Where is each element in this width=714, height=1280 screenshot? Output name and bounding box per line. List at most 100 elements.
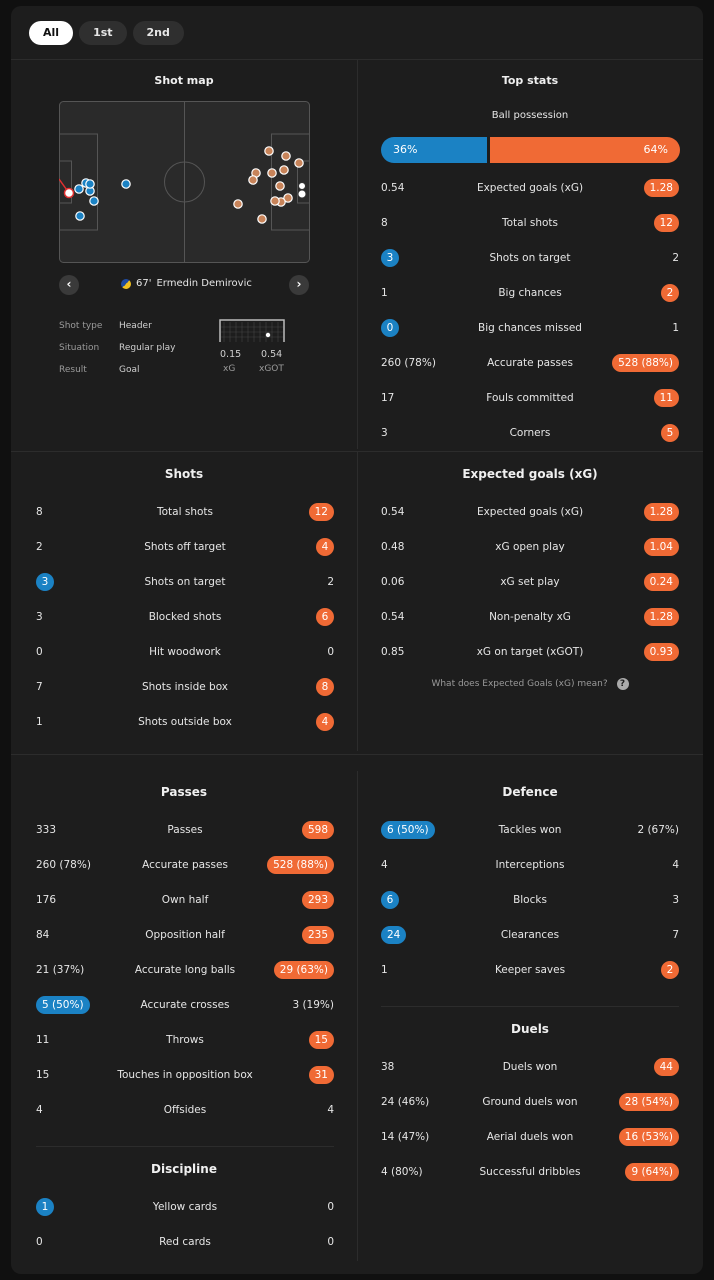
stat-away-value: 0 (327, 646, 334, 658)
stat-label: xG set play (500, 576, 560, 588)
stat-label: Shots on target (144, 576, 226, 588)
stat-home-value: 14 (47%) (381, 1131, 430, 1143)
tab-1st[interactable]: 1st (79, 21, 127, 45)
stat-row: Duels won 38 44 (381, 1057, 679, 1077)
home-goal-ball-icon (63, 187, 75, 199)
away-shot-dots (233, 146, 304, 224)
stat-label: Total shots (502, 217, 558, 229)
stat-home-value: 15 (36, 1069, 50, 1081)
next-shot-button[interactable]: › (289, 275, 309, 295)
stat-away-value: 4 (316, 538, 334, 556)
possession-away: 64% (490, 137, 680, 163)
stat-home-value: 3 (381, 427, 388, 439)
stat-label: Clearances (500, 929, 560, 941)
shot-map-pitch[interactable] (59, 101, 310, 263)
stat-label: Ground duels won (482, 1096, 578, 1108)
stat-label: xG open play (495, 541, 565, 553)
match-stats-panel: All 1st 2nd Shot map (11, 6, 703, 1274)
stat-row: Aerial duels won 14 (47%) 16 (53%) (381, 1127, 679, 1147)
stat-away-value: 2 (672, 252, 679, 264)
stat-label: Offsides (163, 1104, 207, 1116)
stat-home-value: 0.54 (381, 182, 405, 194)
tab-all[interactable]: All (29, 21, 74, 45)
stat-home-value: 0 (36, 646, 43, 658)
stat-home-value: 333 (36, 824, 57, 836)
stat-home-value: 8 (36, 506, 43, 518)
stat-home-value: 3 (381, 249, 399, 267)
divider (357, 59, 358, 449)
stat-label: Shots inside box (141, 681, 229, 693)
stat-home-value: 0.54 (381, 506, 405, 518)
stat-away-value: 1.28 (643, 503, 679, 521)
stat-label: Corners (509, 427, 551, 439)
stat-home-value: 84 (36, 929, 50, 941)
stat-row: Clearances 24 7 (381, 925, 679, 945)
stat-row: Accurate passes 260 (78%) 528 (88%) (381, 353, 679, 373)
stat-row: Yellow cards 1 0 (36, 1197, 334, 1217)
stat-label: Yellow cards (152, 1201, 218, 1213)
stat-label: Big chances missed (478, 322, 582, 334)
stat-away-value: 1.28 (643, 179, 679, 197)
stat-home-value: 8 (381, 217, 388, 229)
stat-away-value: 28 (54%) (618, 1093, 679, 1111)
stat-away-value: 16 (53%) (618, 1128, 679, 1146)
stat-label: Successful dribbles (479, 1166, 581, 1178)
possession-label: Ball possession (491, 110, 569, 121)
stat-row: Shots on target 3 2 (381, 248, 679, 268)
goal-frame-icon (219, 319, 285, 342)
stat-home-value: 176 (36, 894, 57, 906)
stat-away-value: 598 (301, 821, 334, 839)
stat-away-value: 15 (308, 1031, 334, 1049)
stat-label: Accurate passes (487, 357, 573, 369)
stat-home-value: 5 (50%) (36, 996, 90, 1014)
stat-away-value: 528 (88%) (267, 856, 334, 874)
divider (381, 1006, 679, 1007)
stat-label: Passes (167, 824, 203, 836)
stat-home-value: 6 (381, 891, 399, 909)
stat-label: Tackles won (498, 824, 562, 836)
stat-row: Shots inside box 7 8 (36, 677, 334, 697)
stat-label: Duels won (502, 1061, 558, 1073)
stat-home-value: 11 (36, 1034, 50, 1046)
stat-away-value: 12 (653, 214, 679, 232)
stat-row: Successful dribbles 4 (80%) 9 (64%) (381, 1162, 679, 1182)
prev-shot-button[interactable]: ‹ (59, 275, 79, 295)
shot-minute: 67' (136, 278, 152, 289)
stat-row: Accurate crosses 5 (50%) 3 (19%) (36, 995, 334, 1015)
divider (357, 771, 358, 1261)
stat-row: Red cards 0 0 (36, 1232, 334, 1252)
possession-bar: 36% 64% (381, 137, 680, 163)
stat-row: Fouls committed 17 11 (381, 388, 679, 408)
stat-row: Accurate passes 260 (78%) 528 (88%) (36, 855, 334, 875)
shot-detail-key: Shot type (59, 321, 103, 331)
stat-away-value: 12 (308, 503, 334, 521)
stat-away-value: 29 (63%) (273, 961, 334, 979)
stat-away-value: 8 (316, 678, 334, 696)
period-tabs: All 1st 2nd (29, 21, 184, 45)
stat-away-value: 2 (661, 284, 679, 302)
stat-away-value: 4 (316, 713, 334, 731)
stat-away-value: 2 (661, 961, 679, 979)
shot-player-name: Ermedin Demirovic (156, 278, 252, 289)
stat-row: Corners 3 5 (381, 423, 679, 443)
stat-label: xG on target (xGOT) (476, 646, 584, 658)
xg-help-link[interactable]: What does Expected Goals (xG) mean? ? (357, 678, 703, 690)
stat-home-value: 38 (381, 1061, 395, 1073)
stat-label: Keeper saves (494, 964, 566, 976)
shot-detail-key: Result (59, 365, 87, 375)
stat-label: Red cards (159, 1236, 211, 1248)
stat-away-value: 5 (661, 424, 679, 442)
stat-home-value: 17 (381, 392, 395, 404)
stat-row: Total shots 8 12 (381, 213, 679, 233)
stat-away-value: 44 (653, 1058, 679, 1076)
stat-row: xG set play 0.06 0.24 (381, 572, 679, 592)
passes-title: Passes (160, 785, 208, 799)
stat-away-value: 3 (672, 894, 679, 906)
stat-row: Total shots 8 12 (36, 502, 334, 522)
stat-row: Blocked shots 3 6 (36, 607, 334, 627)
stat-label: Expected goals (xG) (476, 182, 584, 194)
stat-home-value: 260 (78%) (381, 357, 436, 369)
tab-2nd[interactable]: 2nd (132, 21, 184, 45)
stat-home-value: 0 (36, 1236, 43, 1248)
stat-row: Big chances 1 2 (381, 283, 679, 303)
